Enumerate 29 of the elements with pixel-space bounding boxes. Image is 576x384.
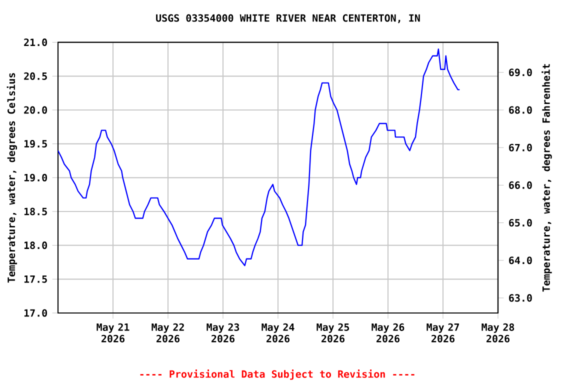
x-tick-label: May 25 2026 [316, 323, 350, 342]
y2-tick-label: 69.0 [509, 68, 532, 76]
x-tick-label: May 26 2026 [372, 323, 404, 342]
x-tick-label: May 22 2026 [152, 323, 184, 342]
x-tick-label: May 27 2026 [426, 323, 459, 342]
x-tick-label: May 23 2026 [206, 323, 240, 342]
x-tick-label: May 28 2026 [482, 323, 514, 342]
y2-tick-label: 66.0 [509, 181, 532, 189]
y-tick-label: 17.0 [24, 309, 47, 317]
y2-tick-label: 67.0 [509, 144, 532, 152]
y-tick-label: 21.0 [24, 38, 47, 46]
x-tick-label: May 21 2026 [96, 323, 130, 342]
y-tick-label: 18.5 [24, 208, 47, 216]
y-axis-title: Temperature, water, degrees Celsius [6, 73, 18, 283]
y-tick-label: 20.0 [24, 106, 47, 114]
text: ---- Provisional Data Subject to Revision ---- [140, 370, 414, 380]
x-tick-label: May 24 2026 [262, 323, 294, 342]
line-series [58, 48, 460, 266]
y-tick-label: 18.0 [24, 242, 47, 250]
y2-tick-label: 68.0 [509, 106, 532, 114]
y2-tick-label: 65.0 [509, 218, 532, 227]
y-tick-label: 17.5 [24, 275, 47, 283]
y-tick-label: 20.5 [24, 72, 47, 80]
chart-title: USGS 03354000 WHITE RIVER NEAR CENTERTON, IN [156, 14, 420, 24]
y-tick-label: 19.0 [24, 174, 47, 182]
y2-tick-label: 64.0 [509, 256, 532, 264]
y2-axis-title: Temperature, water, degrees Fahrenheit [542, 64, 552, 292]
y-tick-label: 19.5 [24, 140, 47, 148]
y2-tick-label: 63.0 [509, 294, 532, 302]
